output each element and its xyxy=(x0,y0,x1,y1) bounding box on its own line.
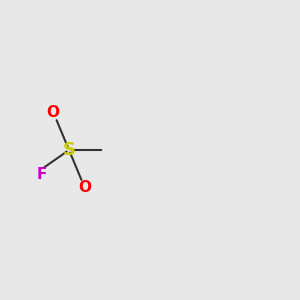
Text: S: S xyxy=(62,141,76,159)
Text: F: F xyxy=(37,167,47,182)
Text: O: O xyxy=(79,180,92,195)
Text: O: O xyxy=(46,105,59,120)
